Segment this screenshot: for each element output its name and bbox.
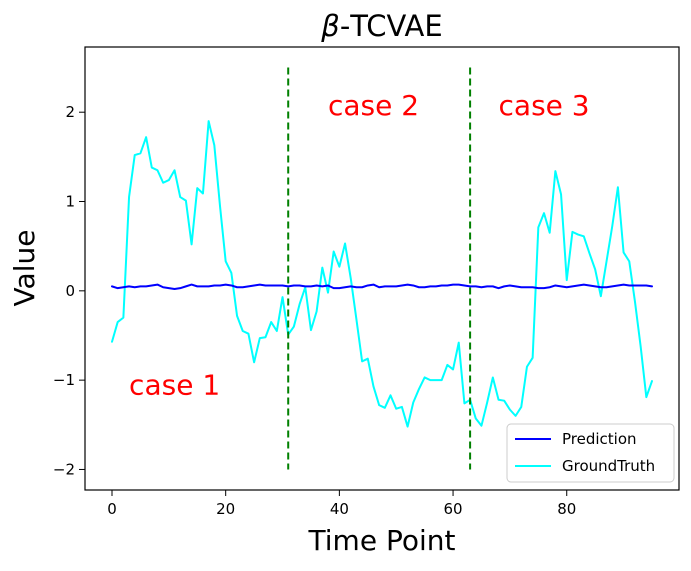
chart-title-symbol: β bbox=[320, 9, 340, 43]
annotation-case-1: case 1 bbox=[129, 369, 220, 402]
y-tick-label: −2 bbox=[53, 460, 75, 478]
x-tick-label: 40 bbox=[330, 500, 349, 518]
axis-ticks: 0 20 40 60 80 −2 −1 0 1 2 bbox=[53, 103, 576, 518]
annotation-case-3: case 3 bbox=[499, 89, 590, 122]
x-axis-label: Time Point bbox=[308, 524, 456, 557]
x-tick-label: 20 bbox=[216, 500, 235, 518]
series-line-prediction bbox=[111, 283, 653, 291]
legend-label-groundtruth: GroundTruth bbox=[562, 457, 655, 475]
y-tick-label: 0 bbox=[65, 282, 75, 300]
plot-area bbox=[111, 67, 653, 470]
legend-label-prediction: Prediction bbox=[562, 430, 637, 448]
annotations: case 1 case 2 case 3 bbox=[129, 89, 590, 402]
y-tick-label: −1 bbox=[53, 371, 75, 389]
y-tick-label: 2 bbox=[65, 103, 75, 121]
plot-frame bbox=[84, 46, 680, 491]
x-tick-label: 80 bbox=[557, 500, 576, 518]
chart-title-text: -TCVAE bbox=[340, 9, 443, 43]
y-tick-label: 1 bbox=[65, 193, 75, 211]
y-axis-label: Value bbox=[8, 230, 41, 307]
chart-title: β-TCVAE bbox=[320, 9, 442, 43]
legend: Prediction GroundTruth bbox=[506, 423, 675, 483]
x-tick-label: 60 bbox=[444, 500, 463, 518]
annotation-case-2: case 2 bbox=[328, 89, 419, 122]
x-tick-label: 0 bbox=[107, 500, 117, 518]
series-line-groundtruth bbox=[111, 120, 653, 428]
